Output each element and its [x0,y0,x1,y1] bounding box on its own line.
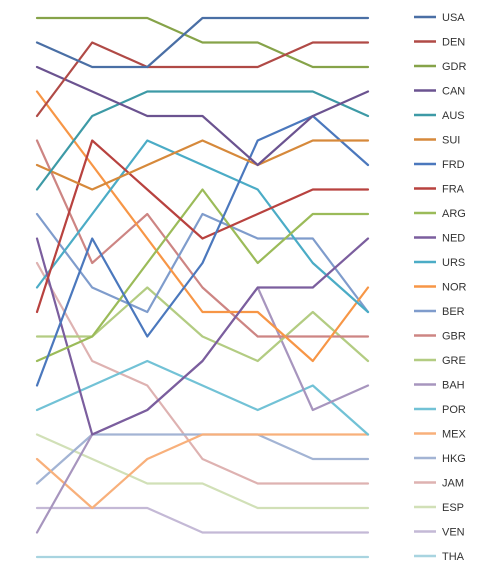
legend-item-gdr: GDR [414,61,467,73]
series-line-ned [35,237,370,436]
legend-label: GDR [442,61,467,73]
series-line-gbr [35,139,370,338]
legend-label: HKG [442,453,466,465]
series-line-por [35,359,370,436]
legend-item-sui: SUI [414,135,460,147]
series-line-bah [35,286,370,534]
legend-item-nor: NOR [414,282,467,294]
series-line-den [35,41,370,118]
legend-label: ESP [442,502,464,514]
legend-label: MEX [442,429,467,441]
legend-label: BER [442,306,465,318]
series-line-jam [35,261,370,485]
series-line-ven [35,506,370,534]
legend-item-bah: BAH [414,380,465,392]
legend-item-usa: USA [414,12,465,24]
legend-item-frd: FRD [414,159,465,171]
series-line-nor [35,90,370,363]
legend-label: SUI [442,135,460,147]
legend-item-mex: MEX [414,429,467,441]
series-line-urs [35,139,370,314]
legend-item-por: POR [414,404,466,416]
legend-item-hkg: HKG [414,453,466,465]
series-line-aus [35,90,370,191]
legend-item-ber: BER [414,306,465,318]
legend-item-fra: FRA [414,184,465,196]
legend-item-aus: AUS [414,110,465,122]
series-line-arg [35,188,370,363]
legend-item-ven: VEN [414,527,465,539]
legend-label: VEN [442,527,465,539]
series-line-mex [35,433,370,510]
legend-label: POR [442,404,466,416]
series-line-can [35,65,370,167]
series-line-fra [35,139,370,314]
legend-item-can: CAN [414,86,465,98]
series-line-esp [35,433,370,510]
series-line-sui [35,139,370,191]
legend-label: CAN [442,86,465,98]
legend-label: GBR [442,331,466,343]
legend-label: ARG [442,208,466,220]
series-line-usa [35,16,370,69]
legend-label: USA [442,12,465,24]
legend-label: AUS [442,110,465,122]
legend-label: FRA [442,184,465,196]
legend-label: FRD [442,159,465,171]
series-lines [35,16,370,559]
series-line-ber [35,212,370,314]
legend-label: BAH [442,380,465,392]
legend-item-gre: GRE [414,355,466,367]
legend-label: GRE [442,355,466,367]
legend: USA DEN GDR CAN AUS SUI FRD FRA ARG NED URS NOR BER G… [414,12,467,563]
legend-label: NED [442,233,465,245]
legend-label: JAM [442,478,464,490]
legend-label: URS [442,257,465,269]
legend-label: THA [442,551,465,563]
legend-item-jam: JAM [414,478,464,490]
legend-item-gbr: GBR [414,331,466,343]
legend-label: NOR [442,282,467,294]
legend-item-esp: ESP [414,502,464,514]
series-line-gdr [35,16,370,69]
legend-label: DEN [442,37,465,49]
legend-item-ned: NED [414,233,465,245]
legend-item-arg: ARG [414,208,466,220]
legend-item-urs: URS [414,257,465,269]
legend-item-tha: THA [414,551,465,563]
legend-item-den: DEN [414,37,465,49]
